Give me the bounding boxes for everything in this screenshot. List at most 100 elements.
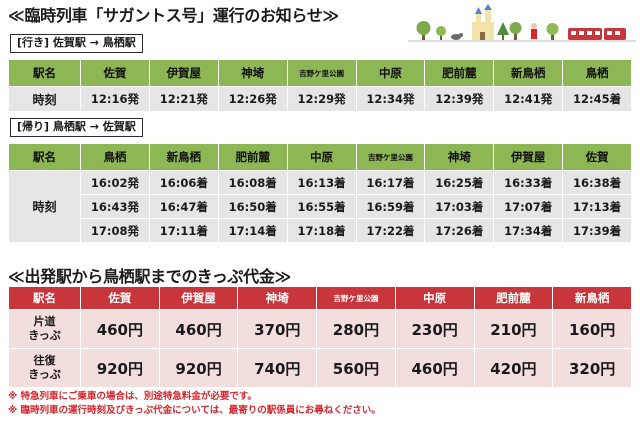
fare-cell: 740円 [238,349,317,387]
fare-cell: 160円 [553,310,631,348]
fare-cell: 460円 [81,310,159,348]
time-cell: 17:14着 [218,219,287,242]
station-name: 吉野ケ里公園 [317,287,395,309]
tree-icon [497,22,509,40]
time-cell: 17:07着 [494,195,563,218]
tree-icon [416,21,431,40]
fare-cell: 320円 [553,349,631,387]
note-line: ※ 臨時列車の運行時刻及びきっぷ代金については、最寄りの駅係員にお尋ねください。 [8,405,381,416]
ticket-type: 往復 [33,354,56,367]
table-row: 片道 きっぷ 460円 460円 370円 280円 230円 210円 160… [9,310,631,348]
station-name: 新鳥栖 [494,60,563,86]
header-row: 駅名 鳥栖 新鳥栖 肥前麓 中原 吉野ケ里公園 神埼 伊賀屋 佐賀 [9,144,631,170]
return-route-label: [帰り] 鳥栖駅 → 佐賀駅 [10,118,143,137]
header-label: 駅名 [9,144,80,170]
fare-cell: 460円 [395,349,474,387]
time-cell: 17:26着 [425,219,494,242]
station-name: 新鳥栖 [553,287,631,309]
header-row: 駅名 佐賀 伊賀屋 神埼 吉野ケ里公園 中原 肥前麓 新鳥栖 [9,287,631,309]
time-cell: 17:39着 [563,219,631,242]
station-name: 佐賀 [81,60,149,86]
fare-cell: 230円 [395,310,474,348]
station-name: 鳥栖 [563,60,631,86]
ticket-word: きっぷ [28,368,61,381]
time-cell: 16:02発 [81,171,149,194]
time-cell: 12:34発 [356,87,425,111]
station-name: 中原 [356,60,425,86]
ticket-word: きっぷ [28,329,61,342]
table-row: 時刻 12:16発 12:21発 12:26発 12:29発 12:34発 12… [9,87,631,111]
header-row: 駅名 佐賀 伊賀屋 神埼 吉野ケ里公園 中原 肥前麓 新鳥栖 鳥栖 [9,60,631,86]
notes: ※ 特急列車にご乗車の場合は、別途特急料金が必要です。 ※ 臨時列車の運行時刻及… [8,390,381,418]
station-name: 伊賀屋 [159,287,238,309]
row-label: 時刻 [9,87,80,111]
time-cell: 12:39発 [425,87,494,111]
note-line: ※ 特急列車にご乗車の場合は、別途特急料金が必要です。 [8,391,257,402]
station-name: 吉野ケ里公園 [287,60,356,86]
station-name: 神埼 [425,144,494,170]
time-cell: 16:43発 [81,195,149,218]
time-cell: 12:16発 [81,87,149,111]
fare-cell: 460円 [159,310,238,348]
animal-icon [451,33,463,40]
time-cell: 16:33着 [494,171,563,194]
table-row: 時刻 16:02発 16:06着 16:08着 16:13着 16:17着 16… [9,171,631,242]
fare-table: 駅名 佐賀 伊賀屋 神埼 吉野ケ里公園 中原 肥前麓 新鳥栖 片道 きっぷ 46… [8,286,632,388]
time-cell: 16:55着 [287,195,356,218]
time-cell: 12:26発 [218,87,287,111]
fare-section-title: ≪出発駅から鳥栖駅までのきっぷ代金≫ [8,267,291,286]
station-name: 中原 [395,287,474,309]
header-label: 駅名 [9,287,80,309]
time-cell: 16:17着 [356,171,425,194]
header-label: 駅名 [9,60,80,86]
station-name: 中原 [287,144,356,170]
time-cell: 16:25着 [425,171,494,194]
row-label: 片道 きっぷ [9,310,80,348]
station-name: 神埼 [218,60,287,86]
fare-cell: 210円 [474,310,553,348]
time-cell: 16:59着 [356,195,425,218]
station-name: 伊賀屋 [149,60,218,86]
fare-cell: 560円 [317,349,395,387]
time-cell: 16:50着 [218,195,287,218]
time-cell: 16:06着 [149,171,218,194]
outbound-route-label: [行き] 佐賀駅 → 鳥栖駅 [10,34,143,53]
station-name: 佐賀 [563,144,631,170]
page-title: ≪臨時列車「サガントス号」運行のお知らせ≫ [8,6,339,25]
tree-icon [436,26,446,40]
time-cell: 16:38着 [563,171,631,194]
time-cell: 17:22着 [356,219,425,242]
fare-cell: 920円 [159,349,238,387]
station-name: 肥前麓 [218,144,287,170]
row-label: 往復 きっぷ [9,349,80,387]
time-cell: 17:11着 [149,219,218,242]
station-name: 肥前麓 [425,60,494,86]
table-row: 17:08発 17:11着 17:14着 17:18着 17:22着 17:26… [9,219,631,242]
castle-icon [472,4,494,40]
station-name: 伊賀屋 [494,144,563,170]
outbound-timetable: 駅名 佐賀 伊賀屋 神埼 吉野ケ里公園 中原 肥前麓 新鳥栖 鳥栖 時刻 12:… [8,59,632,112]
table-row: 16:43発 16:47着 16:50着 16:55着 16:59着 17:03… [9,195,631,218]
fare-cell: 420円 [474,349,553,387]
station-name: 神埼 [238,287,317,309]
train-icon [568,28,626,40]
station-name: 鳥栖 [81,144,149,170]
time-cell: 17:03着 [425,195,494,218]
station-name: 佐賀 [81,287,159,309]
time-cell: 16:08着 [218,171,287,194]
time-cell: 16:47着 [149,195,218,218]
table-row: 往復 きっぷ 920円 920円 740円 560円 460円 420円 320… [9,349,631,387]
time-cell: 16:13着 [287,171,356,194]
tree-icon [509,22,522,40]
time-cell: 17:18着 [287,219,356,242]
fare-cell: 370円 [238,310,317,348]
fare-cell: 280円 [317,310,395,348]
ticket-type: 片道 [33,315,56,328]
station-name: 吉野ケ里公園 [356,144,425,170]
return-timetable: 駅名 鳥栖 新鳥栖 肥前麓 中原 吉野ケ里公園 神埼 伊賀屋 佐賀 時刻 16:… [8,143,632,243]
time-cell: 17:13着 [563,195,631,218]
station-name: 肥前麓 [474,287,553,309]
fare-cell: 920円 [81,349,159,387]
tree-icon [546,23,559,40]
scenery-illustration [408,4,636,42]
